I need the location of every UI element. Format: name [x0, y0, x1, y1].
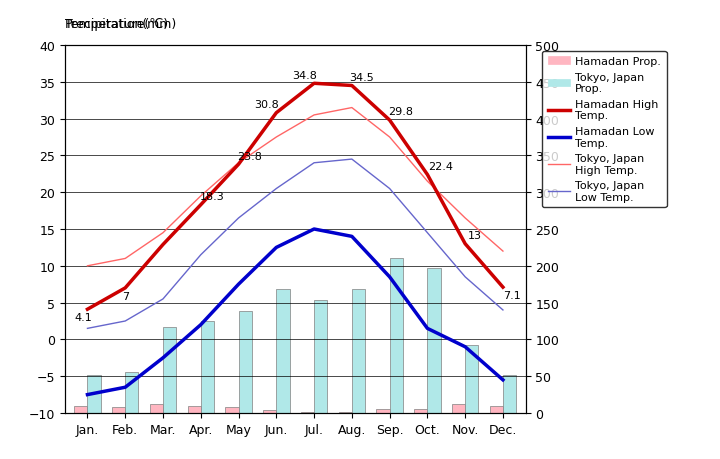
Bar [490, 406, 503, 413]
Text: 4.1: 4.1 [75, 313, 93, 323]
Bar [301, 412, 314, 413]
Bar [276, 290, 289, 413]
Bar [238, 312, 252, 413]
Bar [452, 404, 465, 413]
Bar [263, 410, 276, 413]
Bar [465, 345, 478, 413]
Bar [112, 407, 125, 413]
Text: 34.5: 34.5 [349, 73, 374, 83]
Text: Precipitation(mm): Precipitation(mm) [65, 18, 177, 31]
Bar [314, 300, 328, 413]
Bar [352, 290, 365, 413]
Bar [187, 406, 201, 413]
Bar [74, 406, 87, 413]
Text: Temperature(℃): Temperature(℃) [65, 18, 168, 31]
Text: 23.8: 23.8 [238, 151, 262, 161]
Bar [225, 407, 238, 413]
Text: 29.8: 29.8 [389, 107, 413, 117]
Text: 22.4: 22.4 [428, 162, 453, 172]
Bar [390, 259, 403, 413]
Bar [125, 372, 138, 413]
Text: 18.3: 18.3 [199, 191, 225, 202]
Bar [87, 375, 101, 413]
Bar [377, 409, 390, 413]
Bar [503, 375, 516, 413]
Text: 30.8: 30.8 [254, 100, 279, 110]
Text: 34.8: 34.8 [292, 70, 317, 80]
Bar [201, 321, 214, 413]
Bar [163, 327, 176, 413]
Bar [428, 269, 441, 413]
Text: 13: 13 [467, 230, 482, 241]
Bar [338, 412, 352, 413]
Bar [150, 404, 163, 413]
Bar [414, 409, 428, 413]
Legend: Hamadan Prop., Tokyo, Japan
Prop., Hamadan High
Temp., Hamadan Low
Temp., Tokyo,: Hamadan Prop., Tokyo, Japan Prop., Hamad… [542, 51, 667, 208]
Text: 7.1: 7.1 [503, 291, 521, 301]
Text: 7: 7 [122, 291, 129, 302]
